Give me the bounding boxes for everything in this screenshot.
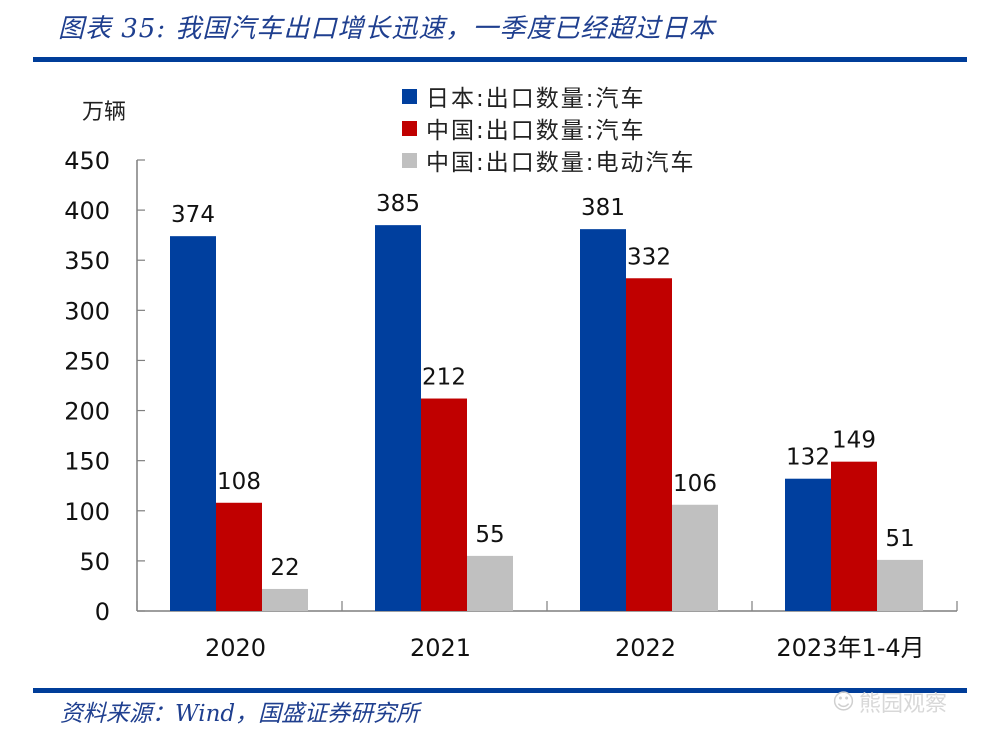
data-label: 385 (376, 191, 420, 217)
bar-japan (580, 229, 626, 612)
source-note: 资料来源：Wind，国盛证券研究所 (60, 701, 420, 727)
bar-japan (785, 478, 831, 611)
legend-label-china: 中国:出口数量:汽车 (426, 118, 646, 144)
legend-swatch-china (402, 120, 417, 136)
y-tick-label: 450 (64, 147, 110, 175)
data-label: 374 (171, 202, 215, 228)
y-tick-label: 0 (95, 598, 110, 626)
data-label: 132 (786, 445, 830, 471)
data-label: 332 (627, 244, 671, 270)
y-tick-label: 150 (64, 448, 110, 476)
y-tick-label: 200 (64, 398, 110, 426)
y-tick-label: 50 (79, 548, 110, 576)
legend-item-japan: 日本:出口数量:汽车 (402, 80, 696, 112)
legend: 日本:出口数量:汽车 中国:出口数量:汽车 中国:出口数量:电动汽车 (402, 80, 696, 176)
watermark-text: 熊园观察 (858, 692, 947, 717)
y-tick-label: 400 (64, 197, 110, 225)
legend-swatch-japan (402, 88, 417, 104)
y-tick-label: 100 (64, 498, 110, 526)
bar-japan (375, 225, 421, 611)
bar-china (626, 278, 672, 611)
data-label: 106 (673, 471, 717, 497)
legend-item-china-ev: 中国:出口数量:电动汽车 (402, 144, 696, 176)
bar-china (831, 461, 877, 611)
legend-swatch-china-ev (402, 152, 417, 168)
legend-label-japan: 日本:出口数量:汽车 (426, 86, 646, 112)
footer-divider (33, 688, 967, 693)
data-label: 212 (422, 365, 466, 391)
wechat-icon: ☺ (832, 689, 855, 715)
data-label: 149 (832, 428, 876, 454)
bar-china (421, 398, 467, 611)
data-label: 51 (885, 526, 914, 552)
legend-item-china: 中国:出口数量:汽车 (402, 112, 696, 144)
x-tick-label: 2021 (410, 634, 471, 662)
data-label: 55 (475, 522, 504, 548)
y-tick-label: 300 (64, 297, 110, 325)
bar-china-ev (262, 588, 308, 611)
bar-china-ev (672, 504, 718, 611)
title-divider (33, 57, 967, 62)
y-tick-label: 250 (64, 347, 110, 375)
legend-label-china-ev: 中国:出口数量:电动汽车 (426, 150, 696, 176)
data-label: 108 (217, 469, 261, 495)
x-tick-label: 2020 (205, 634, 266, 662)
bar-china-ev (467, 555, 513, 611)
bar-japan (170, 236, 216, 611)
watermark: ☺ 熊园观察 (832, 686, 947, 718)
y-tick-label: 350 (64, 247, 110, 275)
bar-china (216, 502, 262, 611)
x-tick-label: 2022 (615, 634, 676, 662)
bar-china-ev (877, 559, 923, 611)
y-axis-unit-label: 万辆 (82, 100, 127, 125)
data-label: 381 (581, 195, 625, 221)
x-tick-label: 2023年1-4月 (776, 634, 924, 662)
chart-title: 图表 35: 我国汽车出口增长迅速，一季度已经超过日本 (58, 14, 716, 44)
data-label: 22 (270, 555, 299, 581)
